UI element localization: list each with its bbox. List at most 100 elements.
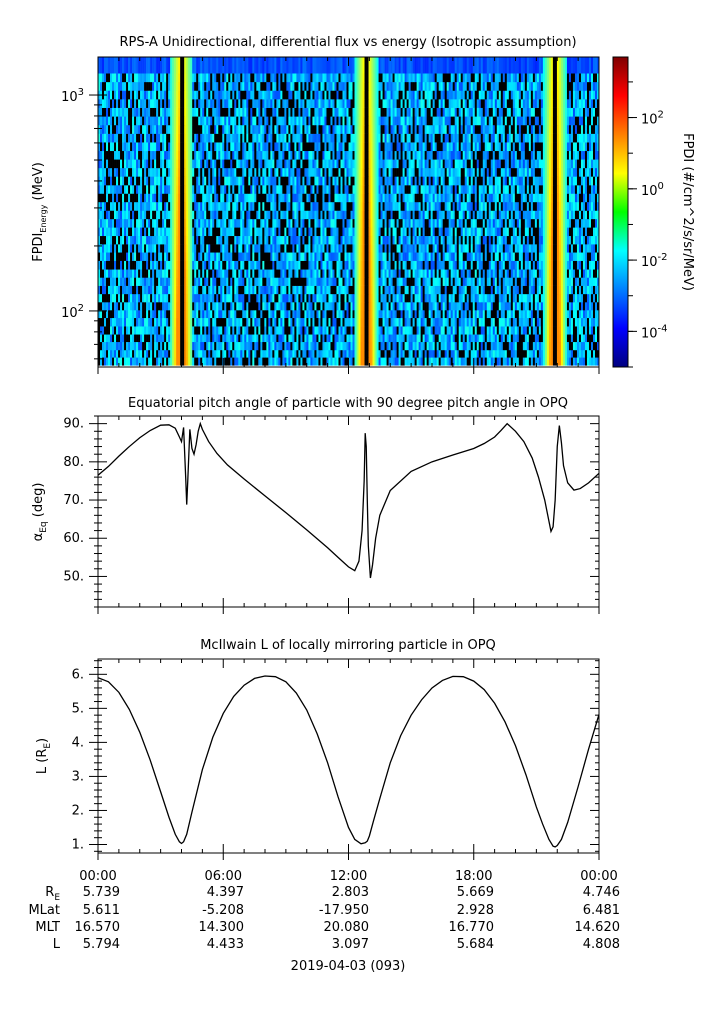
heatmap-cell <box>250 326 253 335</box>
heatmap-cell <box>580 201 584 211</box>
heatmap-cell <box>288 201 291 211</box>
heatmap-cell <box>378 357 381 366</box>
heatmap-cell <box>274 349 277 358</box>
heatmap-cell <box>160 260 163 270</box>
heatmap-cell <box>418 326 421 335</box>
heatmap-cell <box>314 341 317 351</box>
heatmap-cell <box>122 218 125 228</box>
heatmap-cell <box>278 293 281 303</box>
heatmap-cell <box>284 252 287 261</box>
heatmap-cell <box>228 235 231 245</box>
heatmap-cell <box>270 341 273 351</box>
heatmap-cell <box>540 285 544 295</box>
heatmap-cell <box>472 293 476 303</box>
heatmap-cell <box>418 293 421 303</box>
heatmap-cell <box>560 310 564 319</box>
heatmap-cell <box>448 317 451 327</box>
heatmap-cell <box>440 218 443 228</box>
heatmap-cell <box>182 334 185 343</box>
heatmap-cell <box>522 357 526 366</box>
heatmap-cell <box>362 260 365 270</box>
heatmap-cell <box>260 277 263 286</box>
heatmap-cell <box>172 310 175 319</box>
heatmap-cell <box>524 235 528 245</box>
heatmap-cell <box>164 357 167 366</box>
heatmap-cell <box>440 277 443 286</box>
heatmap-cell <box>198 260 201 270</box>
heatmap-cell <box>494 227 498 237</box>
heatmap-cell <box>158 293 161 303</box>
heatmap-cell <box>556 244 560 253</box>
heatmap-cell <box>592 317 596 327</box>
heatmap-cell <box>260 349 263 358</box>
heatmap-cell <box>288 357 291 366</box>
heatmap-cell <box>348 302 351 311</box>
heatmap-cell <box>212 260 215 270</box>
heatmap-cell <box>366 201 369 211</box>
heatmap-cell <box>222 260 225 270</box>
heatmap-cell <box>488 334 492 343</box>
heatmap-cell <box>264 218 267 228</box>
heatmap-cell <box>232 277 235 286</box>
heatmap-cell <box>572 341 576 351</box>
heatmap-cell <box>200 227 203 237</box>
heatmap-cell <box>270 302 273 311</box>
heatmap-cell <box>236 277 239 286</box>
heatmap-cell <box>182 244 185 253</box>
heatmap-cell <box>320 341 323 351</box>
heatmap-cell <box>340 302 343 311</box>
heatmap-cell <box>396 285 399 295</box>
heatmap-cell <box>186 235 189 245</box>
heatmap-cell <box>280 252 283 261</box>
heatmap-cell <box>420 210 423 220</box>
heatmap-cell <box>532 326 536 335</box>
heatmap-cell <box>372 218 375 228</box>
heatmap-cell <box>566 341 570 351</box>
heatmap-cell <box>350 341 353 351</box>
heatmap-cell <box>226 260 229 270</box>
heatmap-cell <box>160 310 163 319</box>
heatmap-cell <box>556 349 560 358</box>
heatmap-cell <box>176 244 179 253</box>
heatmap-cell <box>236 252 239 261</box>
heatmap-cell <box>572 277 576 286</box>
heatmap-cell <box>256 317 259 327</box>
heatmap-cell <box>558 334 562 343</box>
heatmap-cell <box>118 326 121 335</box>
heatmap-cell <box>568 285 572 295</box>
heatmap-cell <box>212 218 215 228</box>
heatmap-cell <box>280 349 283 358</box>
heatmap-cell <box>512 334 516 343</box>
heatmap-cell <box>392 277 395 286</box>
heatmap-cell <box>510 260 514 270</box>
heatmap-cell <box>242 341 245 351</box>
heatmap-cell <box>368 252 371 261</box>
heatmap-cell <box>268 357 271 366</box>
heatmap-cell <box>228 293 231 303</box>
heatmap-cell <box>174 349 177 358</box>
heatmap-cell <box>450 310 453 319</box>
heatmap-cell <box>324 244 327 253</box>
heatmap-cell <box>448 227 451 237</box>
heatmap-cell <box>442 227 445 237</box>
heatmap-cell <box>482 285 486 295</box>
heatmap-cell <box>280 201 283 211</box>
heatmap-cell <box>586 285 590 295</box>
heatmap-cell <box>394 244 397 253</box>
heatmap-cell <box>452 252 456 261</box>
heatmap-cell <box>244 244 247 253</box>
heatmap-cell <box>358 326 361 335</box>
heatmap-cell <box>432 252 435 261</box>
heatmap-cell <box>116 269 119 278</box>
heatmap-cell <box>266 317 269 327</box>
heatmap-cell <box>516 326 520 335</box>
heatmap-cell <box>410 293 413 303</box>
heatmap-cell <box>190 326 193 335</box>
heatmap-cell <box>386 252 389 261</box>
heatmap-cell <box>326 326 329 335</box>
heatmap-cell <box>314 357 317 366</box>
heatmap-cell <box>590 334 594 343</box>
heatmap-cell <box>276 235 279 245</box>
heatmap-cell <box>410 277 413 286</box>
heatmap-cell <box>384 357 387 366</box>
